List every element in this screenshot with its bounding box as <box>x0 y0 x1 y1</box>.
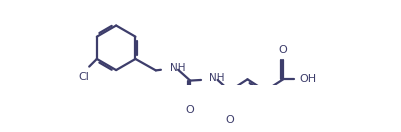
Text: O: O <box>225 115 234 125</box>
Text: O: O <box>186 105 194 115</box>
Text: NH: NH <box>209 73 225 83</box>
Text: OH: OH <box>300 74 317 84</box>
Text: O: O <box>279 45 288 55</box>
Text: Cl: Cl <box>79 72 89 82</box>
Text: NH: NH <box>170 63 185 73</box>
